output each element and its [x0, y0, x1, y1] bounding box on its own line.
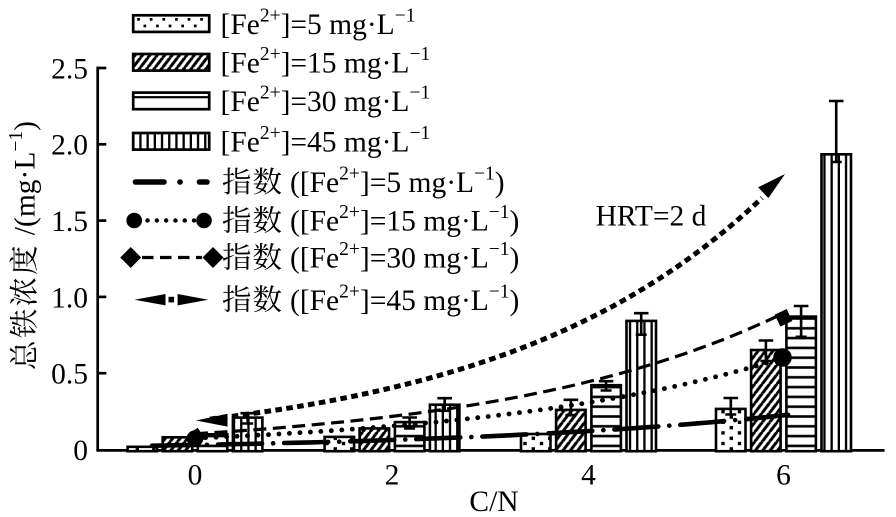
svg-text:1.0: 1.0 [51, 282, 88, 314]
svg-text:([Fe2+]=5 mg·L−1): ([Fe2+]=5 mg·L−1) [290, 164, 505, 200]
svg-text:([Fe2+]=45 mg·L−1): ([Fe2+]=45 mg·L−1) [290, 281, 519, 317]
svg-text:2.0: 2.0 [51, 130, 88, 162]
svg-text:([Fe2+]=30 mg·L−1): ([Fe2+]=30 mg·L−1) [290, 239, 519, 275]
svg-text:[Fe2+]=5 mg·L−1: [Fe2+]=5 mg·L−1 [221, 5, 416, 41]
svg-text:[Fe2+]=45 mg·L−1: [Fe2+]=45 mg·L−1 [221, 123, 431, 159]
svg-text:2: 2 [385, 460, 400, 492]
svg-text:0: 0 [73, 435, 88, 467]
svg-text:0.5: 0.5 [51, 359, 88, 391]
svg-text:C/N: C/N [469, 486, 518, 517]
svg-text:0: 0 [188, 460, 203, 492]
svg-text:6: 6 [776, 460, 791, 492]
svg-text:4: 4 [581, 460, 596, 492]
svg-text:HRT=2 d: HRT=2 d [596, 201, 707, 233]
svg-text:[Fe2+]=15 mg·L−1: [Fe2+]=15 mg·L−1 [221, 44, 431, 80]
svg-text:[Fe2+]=30 mg·L−1: [Fe2+]=30 mg·L−1 [221, 83, 431, 119]
svg-text:1.5: 1.5 [51, 206, 88, 238]
svg-text:([Fe2+]=15 mg·L−1): ([Fe2+]=15 mg·L−1) [290, 202, 519, 238]
svg-text:2.5: 2.5 [51, 53, 88, 85]
